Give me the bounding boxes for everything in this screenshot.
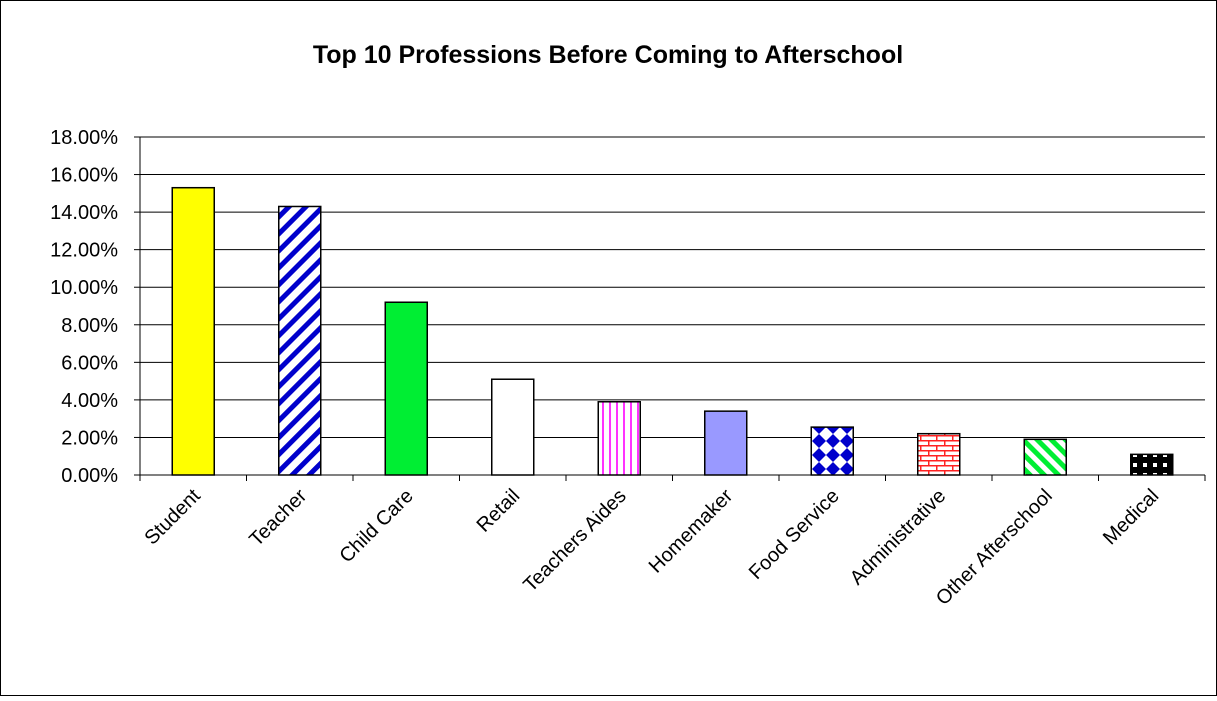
y-tick-label: 4.00% — [61, 390, 118, 412]
bar-student — [171, 186, 215, 476]
y-tick-label: 2.00% — [61, 427, 118, 449]
bar-food-service — [810, 426, 854, 476]
bar-administrative — [917, 432, 961, 476]
y-tick-label: 10.00% — [50, 277, 118, 299]
bar-teachers-aides — [597, 401, 641, 476]
y-tick-label: 8.00% — [61, 315, 118, 337]
y-tick-label: 6.00% — [61, 352, 118, 374]
bar-medical — [1130, 453, 1174, 476]
bar-homemaker — [704, 410, 748, 476]
y-tick-label: 12.00% — [50, 240, 118, 262]
bar-other-afterschool — [1023, 438, 1067, 476]
y-tick-label: 16.00% — [50, 165, 118, 187]
chart-title: Top 10 Professions Before Coming to Afte… — [313, 41, 903, 69]
y-tick-label: 18.00% — [50, 127, 118, 149]
bar-retail — [491, 378, 535, 476]
y-tick-label: 14.00% — [50, 202, 118, 224]
y-tick-label: 0.00% — [61, 465, 118, 487]
bar-child-care — [384, 301, 428, 476]
y-axis-tick-labels: 0.00% 2.00% 4.00% 6.00% 8.00% 10.00% 12.00% 14.… — [50, 127, 140, 487]
bar-teacher — [278, 205, 322, 476]
axes — [139, 137, 1206, 481]
